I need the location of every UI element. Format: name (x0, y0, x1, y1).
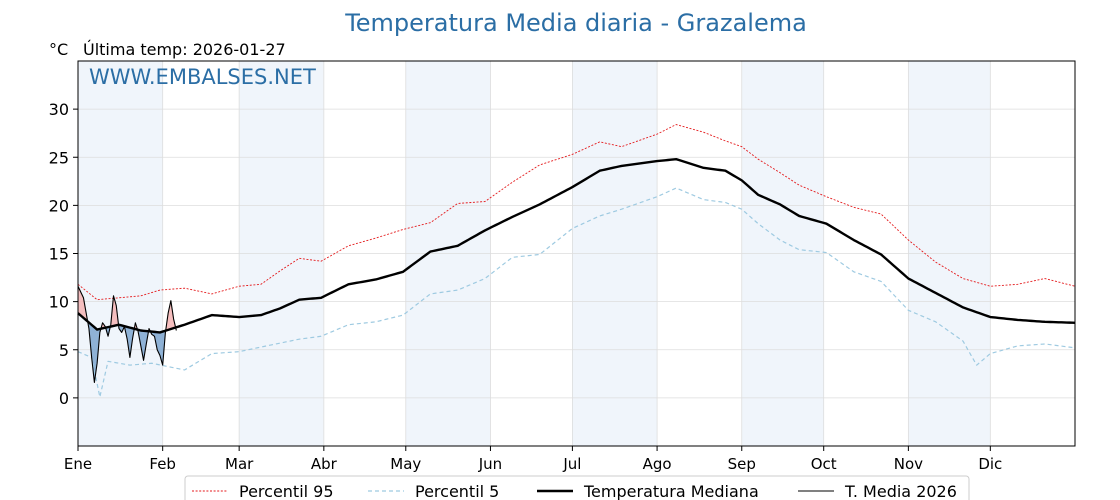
legend-frame (184, 475, 970, 500)
x-tick-label-ene: Ene (64, 455, 92, 473)
y-tick-label-25: 25 (49, 148, 69, 167)
series-line-percentil-95 (77, 124, 1076, 301)
x-tick-label-dic: Dic (978, 455, 1002, 473)
anomaly-cold-fill (138, 328, 150, 361)
x-tick-label-jun: Jun (478, 455, 502, 473)
x-axis: Ene Feb Mar Abr May Jun Jul Ago Sep Oct Nov Dic (64, 446, 1002, 473)
y-tick-label-0: 0 (59, 389, 69, 408)
y-tick-label-5: 5 (59, 341, 69, 360)
series-line-temperatura-mediana (77, 157, 1076, 334)
y-tick-label-15: 15 (49, 245, 69, 264)
last-temp-subtitle: Última temp: 2026-01-27 (83, 40, 286, 59)
anomaly-warm-fill (166, 300, 176, 331)
x-tick-label-ago: Ago (643, 455, 672, 473)
chart-title: Temperatura Media diaria - Grazalema (344, 9, 807, 37)
x-tick-label-oct: Oct (811, 455, 837, 473)
series-line-t-media-2026 (77, 285, 177, 384)
y-axis: 0 5 10 15 20 25 30 (49, 100, 78, 408)
series-lines (77, 124, 1076, 398)
legend-label-temperatura-mediana: Temperatura Mediana (583, 482, 759, 500)
x-tick-label-feb: Feb (149, 455, 176, 473)
x-tick-label-mar: Mar (225, 455, 254, 473)
y-tick-label-20: 20 (49, 196, 69, 215)
legend-label-percentil-95: Percentil 95 (239, 482, 334, 500)
legend-label-percentil-5: Percentil 5 (415, 482, 499, 500)
x-tick-label-abr: Abr (311, 455, 338, 473)
anomaly-cold-fill (88, 321, 102, 383)
series-line-percentil-5 (77, 187, 1076, 398)
legend-label-t-media-2026: T. Media 2026 (844, 482, 957, 500)
y-tick-label-30: 30 (49, 100, 69, 119)
y-tick-label-10: 10 (49, 293, 69, 312)
x-tick-label-may: May (390, 455, 421, 473)
y-unit-label: °C (49, 40, 68, 59)
watermark: WWW.EMBALSES.NET (89, 65, 316, 89)
grid-lines (77, 61, 1075, 446)
x-tick-label-nov: Nov (894, 455, 923, 473)
x-tick-label-jul: Jul (562, 455, 581, 473)
legend: Percentil 95 Percentil 5 Temperatura Media… (184, 475, 970, 500)
x-tick-label-sep: Sep (728, 455, 756, 473)
